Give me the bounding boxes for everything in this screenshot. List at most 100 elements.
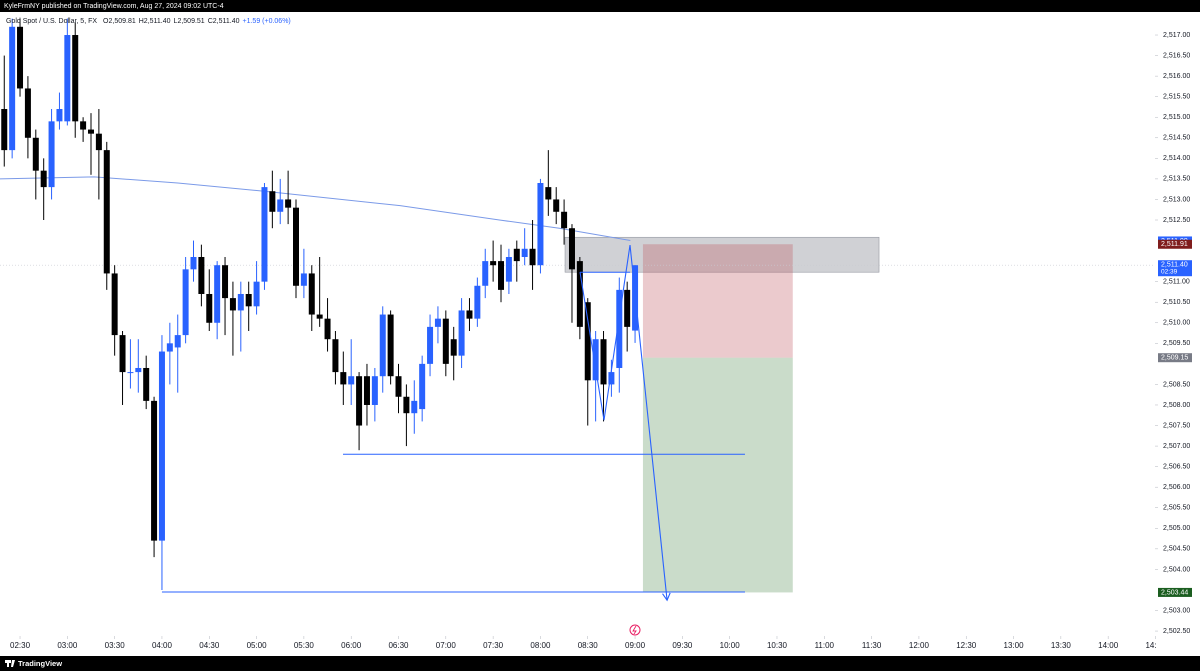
y-tick-label: 2,504.50 — [1163, 546, 1190, 553]
y-tick-label: 2,515.50 — [1163, 94, 1190, 101]
ohlc-value: O2,509.81 — [103, 18, 136, 25]
candle-body — [371, 376, 378, 405]
candle-body — [616, 289, 623, 368]
candle-body — [80, 121, 87, 130]
candle-body — [190, 256, 197, 270]
candle-body — [529, 248, 536, 266]
y-tick-label: 2,510.00 — [1163, 320, 1190, 327]
symbol: Gold Spot / U.S. Dollar, 5, FX — [6, 18, 97, 25]
candle-body — [158, 351, 165, 541]
x-tick-label: 05:00 — [247, 641, 268, 650]
y-tick-label: 2,504.00 — [1163, 566, 1190, 573]
ohlc-value: +1.59 (+0.06%) — [243, 18, 291, 25]
x-tick-label: 03:00 — [57, 641, 78, 650]
candle-body — [521, 248, 528, 257]
candle-body — [32, 137, 39, 171]
footer-brand: TradingView — [18, 659, 62, 668]
candle-body — [356, 376, 363, 426]
candle-body — [403, 396, 410, 414]
candle-body — [237, 293, 244, 311]
candle-body — [182, 269, 189, 336]
x-axis: 02:30 03:00 03:30 04:00 04:30 05:00 05:30 06:00… — [10, 636, 1166, 650]
symbol-legend: Gold Spot / U.S. Dollar, 5, FX O2,509.81 H… — [6, 18, 291, 25]
candle-body — [458, 310, 465, 356]
zone — [642, 244, 793, 358]
price-label: 2,509.15 — [1161, 355, 1188, 362]
candle-body — [482, 261, 489, 286]
y-tick-label: 2,507.50 — [1163, 422, 1190, 429]
candle-body — [253, 281, 260, 307]
x-tick-label: 05:30 — [294, 641, 315, 650]
candle-body — [111, 273, 118, 336]
candle-body — [48, 121, 55, 188]
candle-body — [40, 170, 47, 188]
candle-body — [419, 363, 426, 410]
candle-body — [561, 211, 568, 229]
moving-average — [0, 176, 631, 242]
x-tick-label: 10:00 — [720, 641, 741, 650]
x-tick-label: 08:00 — [530, 641, 551, 650]
candle-body — [135, 367, 142, 373]
x-tick-label: 07:00 — [436, 641, 457, 650]
candle-body — [229, 298, 236, 311]
candle-body — [261, 187, 268, 282]
candle-body — [174, 335, 181, 348]
price-label-box — [1158, 587, 1192, 597]
y-tick-label: 2,503.00 — [1163, 607, 1190, 614]
candle-body — [56, 109, 63, 122]
ohlc-value: H2,511.40 — [139, 18, 171, 25]
ohlc: O2,509.81 H2,511.40 L2,509.51 C2,511.40 +1.5… — [103, 18, 291, 25]
x-tick-label: 09:00 — [625, 641, 646, 650]
candle-body — [608, 372, 615, 385]
candle-body — [600, 339, 607, 385]
candle-body — [95, 133, 102, 151]
candle-body — [513, 248, 520, 262]
y-axis: 2,517.00 2,516.50 2,516.00 2,515.50 2,515.00… — [1155, 32, 1190, 635]
candle-body — [592, 339, 599, 381]
candle-body — [9, 26, 16, 151]
candle-body — [24, 88, 31, 138]
x-tick-label: 04:00 — [152, 641, 173, 650]
price-label-box — [1158, 239, 1192, 249]
candle-body — [285, 199, 292, 208]
x-tick-label: 13:30 — [1051, 641, 1072, 650]
candle-body — [576, 261, 583, 327]
arrow-head — [662, 592, 671, 602]
candle-body — [308, 273, 315, 315]
candle-body — [395, 376, 402, 397]
candle-body — [624, 289, 631, 327]
price-label-box — [1158, 353, 1192, 363]
alert-icon — [629, 624, 641, 636]
x-tick-label: 14:00 — [1098, 641, 1119, 650]
candle-body — [222, 265, 229, 299]
candle-body — [363, 376, 370, 405]
y-tick-label: 2,510.50 — [1163, 299, 1190, 306]
candle-body — [332, 339, 339, 373]
x-tick-label: 14:30 — [1145, 641, 1166, 650]
x-tick-label: 12:00 — [909, 641, 930, 650]
publisher-line: KyleFrmNY published on TradingView.com, … — [4, 3, 224, 10]
y-tick-label: 2,513.50 — [1163, 176, 1190, 183]
x-tick-label: 09:30 — [672, 641, 693, 650]
y-tick-label: 2,505.00 — [1163, 525, 1190, 532]
candle-body — [72, 35, 79, 122]
candle-body — [498, 261, 505, 290]
x-tick-label: 07:30 — [483, 641, 504, 650]
current-price-label: 2,511.40 — [1161, 262, 1188, 269]
candle-body — [245, 293, 252, 307]
candle-body — [442, 318, 449, 364]
x-tick-label: 04:30 — [199, 641, 220, 650]
candle-body — [379, 314, 386, 377]
x-tick-label: 02:30 — [10, 641, 31, 650]
y-tick-label: 2,502.50 — [1163, 628, 1190, 635]
candle-body — [387, 314, 394, 377]
candle-body — [214, 265, 221, 323]
candle-body — [17, 26, 24, 89]
zone — [564, 236, 880, 273]
x-tick-label: 13:00 — [1004, 641, 1025, 650]
y-tick-label: 2,509.50 — [1163, 340, 1190, 347]
y-tick-label: 2,516.50 — [1163, 52, 1190, 59]
candle-body — [324, 318, 331, 340]
candle-body — [348, 376, 355, 385]
